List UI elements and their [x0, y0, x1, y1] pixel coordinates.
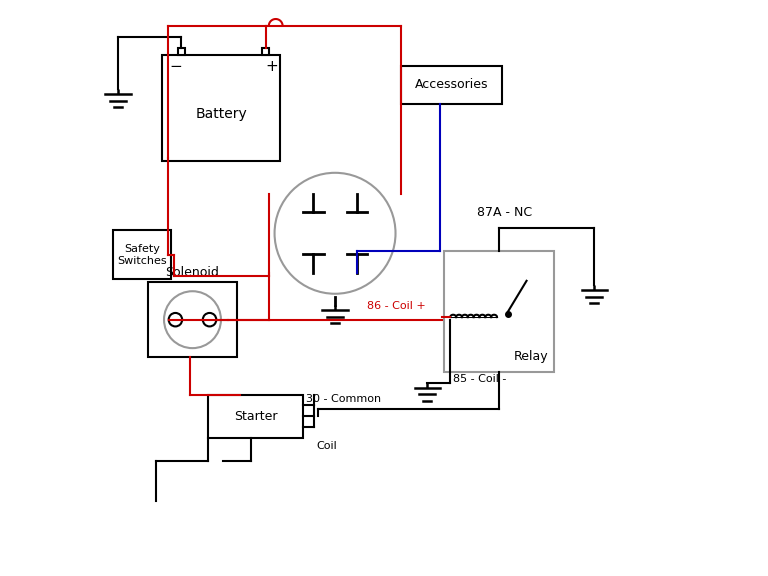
- Text: 85 - Coil -: 85 - Coil -: [453, 374, 506, 384]
- Bar: [114, 230, 170, 279]
- Text: Relay: Relay: [514, 350, 548, 363]
- Circle shape: [203, 313, 217, 327]
- Bar: [445, 251, 554, 372]
- Bar: [147, 282, 237, 357]
- Text: Safety
Switches: Safety Switches: [118, 244, 167, 266]
- Text: −: −: [169, 59, 182, 74]
- Circle shape: [274, 173, 396, 294]
- Bar: [208, 395, 303, 438]
- Bar: [401, 66, 502, 104]
- Text: Accessories: Accessories: [415, 78, 488, 92]
- Text: Starter: Starter: [234, 410, 277, 423]
- Circle shape: [169, 313, 182, 327]
- Text: Coil: Coil: [316, 441, 337, 450]
- Text: Solenoid: Solenoid: [166, 266, 220, 279]
- Bar: [162, 55, 280, 161]
- Text: +: +: [265, 59, 278, 74]
- Bar: [263, 48, 270, 55]
- Circle shape: [164, 291, 221, 348]
- Text: 30 - Common: 30 - Common: [306, 395, 382, 404]
- Bar: [177, 48, 184, 55]
- Text: 86 - Coil +: 86 - Coil +: [366, 301, 425, 311]
- Text: Battery: Battery: [195, 107, 247, 121]
- Text: 87A - NC: 87A - NC: [477, 206, 532, 219]
